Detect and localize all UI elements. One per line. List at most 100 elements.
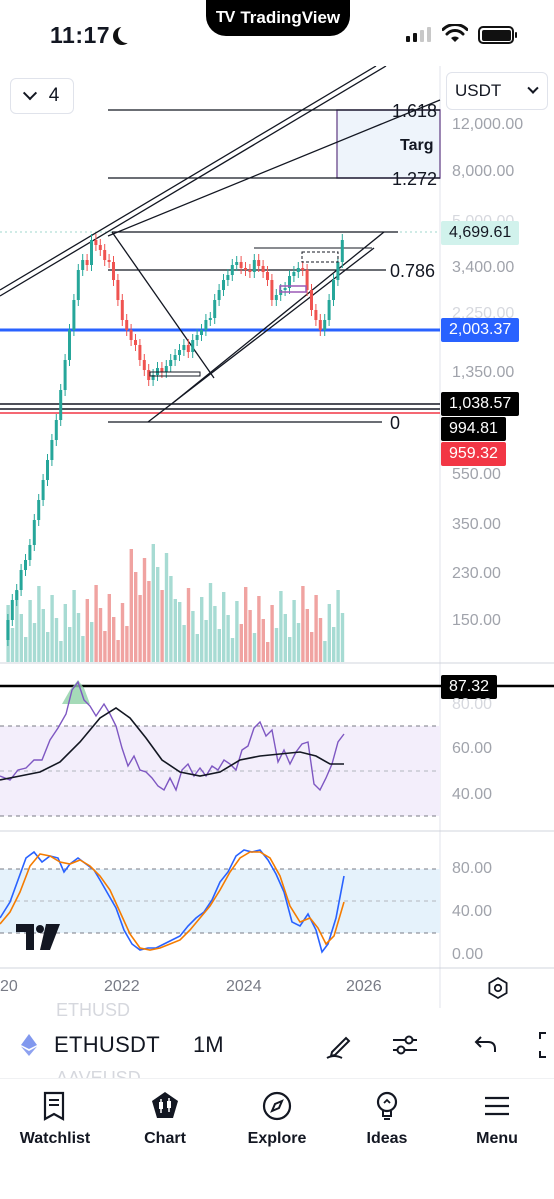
interval-selector[interactable]: 4 (10, 78, 74, 114)
symbol-bar (0, 1012, 554, 1078)
candle-body (90, 240, 93, 265)
volume-bar (274, 628, 279, 662)
volume-bar (24, 637, 28, 662)
candle-body (213, 300, 217, 318)
volume-bar (332, 627, 336, 662)
do-not-disturb-icon (118, 25, 136, 43)
bottom-tab-bar (0, 1078, 554, 1199)
tab-watchlist[interactable]: Watchlist (0, 1090, 110, 1148)
candle-body (160, 368, 164, 372)
candle-body (63, 360, 67, 390)
wifi-icon (442, 24, 468, 42)
blue-line-price-tag[interactable]: 2,003.37 (441, 318, 520, 342)
candle-body (270, 280, 274, 300)
candle-body (125, 320, 129, 330)
volume-bar (68, 627, 72, 662)
volume-bar (257, 596, 261, 662)
candle-body (28, 545, 32, 560)
tab-chart[interactable]: Chart (110, 1090, 220, 1148)
candle-body (217, 290, 221, 300)
trend-line-upper-3 (107, 99, 441, 237)
volume-bar (59, 641, 63, 662)
stoch-d-line (0, 851, 345, 951)
volume-bar (72, 590, 76, 662)
ghost-symbol-above: ETHUSD (56, 1000, 131, 1020)
candle-body (68, 330, 71, 360)
fib-label-0: 0 (390, 413, 401, 433)
indicators-sliders-icon[interactable] (390, 1030, 420, 1060)
volume-bar (208, 583, 213, 662)
tab-label: Menu (476, 1130, 518, 1147)
rsi-value-tag[interactable]: 87.32 (441, 675, 498, 699)
level-2-price-tag[interactable]: 994.81 (441, 417, 506, 441)
drawing-pen-icon[interactable] (324, 1030, 354, 1060)
symbol-name[interactable]: ETHUSDT (54, 1032, 160, 1057)
tab-ideas[interactable]: Ideas (332, 1090, 442, 1148)
fullscreen-icon[interactable] (536, 1030, 554, 1060)
tab-label: Watchlist (19, 1130, 91, 1147)
volume-bar (323, 641, 327, 662)
volume-bar (54, 618, 59, 662)
volume-bar (266, 642, 270, 662)
volume-bar (217, 629, 221, 662)
tab-label: Ideas (366, 1130, 408, 1147)
volume-bar (116, 640, 120, 662)
candle-body (318, 320, 322, 330)
volume-bar (81, 636, 85, 662)
candle-body (164, 366, 168, 372)
candle-body (283, 288, 287, 290)
price-axis-label: 12,000.00 (452, 116, 524, 133)
currency-selector[interactable]: USDT (446, 72, 548, 110)
tradingview-mini-logo-icon: TV (215, 9, 235, 26)
volume-bar (46, 632, 50, 662)
volume-bar (200, 597, 204, 662)
stoch-axis-label: 80.00 (452, 860, 493, 877)
volume-bar (318, 618, 323, 662)
volume-bar (235, 601, 239, 662)
candle-body (103, 250, 107, 260)
volume-bar (41, 609, 45, 662)
level-3-price-tag[interactable]: 959.32 (441, 442, 506, 466)
candle-body (19, 570, 23, 590)
candle-body (195, 335, 199, 340)
price-axis-label: 1,350.00 (452, 364, 515, 381)
level-1-price-tag[interactable]: 1,038.57 (441, 392, 520, 416)
volume-bar (314, 595, 318, 662)
volume-bar (147, 581, 151, 662)
rsi-signal-line (0, 707, 344, 781)
timeframe-button[interactable]: 1M (193, 1032, 224, 1057)
volume-bar (288, 637, 292, 662)
dynamic-island[interactable]: TV TradingView (206, 0, 350, 36)
price-chart[interactable] (0, 66, 554, 1008)
price-axis-label: 3,400.00 (452, 259, 515, 276)
volume-bar (296, 623, 301, 662)
volume-bar (19, 614, 23, 662)
candle-body (332, 280, 335, 300)
volume-bars (6, 544, 345, 662)
price-axis-label: 2,250.00 (452, 305, 515, 322)
tab-explore[interactable]: Explore (222, 1090, 332, 1148)
chart-settings-icon[interactable] (486, 976, 510, 1000)
lightbulb-icon (376, 1091, 398, 1120)
candle-body (257, 260, 261, 266)
last-price-tag[interactable]: 4,699.61 (441, 221, 520, 245)
candle-body (37, 500, 41, 520)
undo-icon[interactable] (470, 1030, 500, 1060)
candle-body (24, 560, 27, 570)
tab-label: Explore (247, 1130, 307, 1147)
candle-body (98, 245, 102, 250)
candle-body (81, 260, 85, 270)
candle-body (50, 440, 54, 460)
price-axis-label: 150.00 (452, 612, 501, 629)
candle-body (310, 290, 313, 310)
tab-label: Chart (144, 1130, 186, 1147)
candle-body (314, 310, 318, 320)
tab-menu[interactable]: Menu (442, 1090, 552, 1148)
annotation-box-3 (279, 285, 307, 293)
compass-icon (262, 1091, 292, 1121)
volume-bar (37, 586, 41, 662)
volume-bar (120, 603, 125, 662)
candle-body (204, 320, 208, 330)
candle-body (112, 262, 115, 280)
volume-bar (261, 619, 265, 662)
